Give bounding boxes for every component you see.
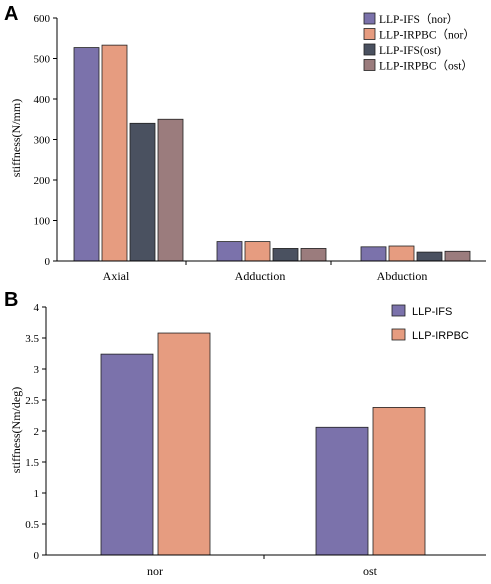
bar-a-axial-series-1 [101,44,128,262]
y-tick-label: 1.5 [25,457,39,469]
bar-a-axial-series-3 [157,118,184,262]
y-tick-label: 0.5 [25,519,39,531]
bar-a-axial-series-0 [73,47,100,262]
legend-swatch [363,12,376,25]
bar-a-adduction-series-2 [272,248,299,262]
y-tick-label: 4 [34,302,40,314]
bar-b-ost-series-1 [372,407,426,556]
y-ticks-a: 0 100 200 300 400 500 600 [34,13,332,268]
panel-label-a: A [4,3,18,25]
category-labels-a: Axial Adduction Abduction [103,269,428,283]
legend-swatch [391,328,406,341]
y-tick-label: 0 [45,256,51,268]
y-axis-title-b: stiffness(Nm/deg) [9,387,23,473]
legend-label: LLP-IFS（nor） [379,13,458,26]
bars-a [73,44,471,262]
legend-label: LLP-IFS(ost) [379,45,441,57]
panel-label-b: B [4,289,18,311]
y-tick-label: 600 [34,13,51,25]
legend-swatch [363,28,376,40]
legend-b: LLP-IFS LLP-IRPBC [391,304,469,342]
bar-b-nor-series-1 [157,332,211,556]
category-label: Abduction [377,269,428,283]
bar-a-abduction-series-2 [416,251,443,262]
category-labels-b: nor ost [147,564,378,578]
y-tick-label: 1 [34,488,40,500]
legend-label: LLP-IFS [412,306,452,318]
legend-label: LLP-IRPBC（ost） [379,60,473,73]
legend-swatch [363,43,376,56]
y-tick-label: 0 [34,550,40,562]
y-tick-label: 500 [34,54,51,66]
chart-panel-a: A stiffness(N/mm) 0 100 200 300 400 500 600 Ax… [4,3,486,283]
bar-a-abduction-series-1 [388,245,415,262]
y-tick-label: 3.5 [25,333,39,345]
category-label: nor [147,564,163,578]
y-tick-label: 400 [34,94,51,106]
category-label: Adduction [235,269,286,283]
category-label: Axial [103,269,130,283]
bar-a-adduction-series-0 [216,241,243,262]
y-tick-label: 100 [34,216,51,228]
bar-a-axial-series-2 [129,122,156,262]
y-tick-label: 300 [34,135,51,147]
y-tick-label: 2 [34,426,40,438]
y-ticks-b: 0 0.5 1 1.5 2 2.5 3 3.5 4 [25,302,265,562]
chart-panel-b: B stiffness(Nm/deg) 0 0.5 1 1.5 2 2.5 3 3.5 4 no… [4,289,486,578]
legend-label: LLP-IRPBC（nor） [379,29,475,42]
category-label: ost [363,564,378,578]
bar-b-ost-series-0 [315,426,369,556]
bar-b-nor-series-0 [100,353,154,556]
y-tick-label: 200 [34,175,51,187]
legend-label: LLP-IRPBC [412,330,469,342]
y-tick-label: 2.5 [25,395,39,407]
y-tick-label: 3 [34,364,40,376]
legend-a: LLP-IFS（nor） LLP-IRPBC（nor） LLP-IFS(ost) LL… [363,12,475,73]
bar-a-adduction-series-1 [244,241,271,262]
legend-swatch [391,304,406,317]
bar-a-abduction-series-0 [360,246,387,262]
bar-a-abduction-series-3 [444,250,471,262]
bar-a-adduction-series-3 [300,248,327,262]
bars-b [100,332,426,556]
y-axis-title-a: stiffness(N/mm) [9,99,23,177]
legend-swatch [363,59,376,71]
